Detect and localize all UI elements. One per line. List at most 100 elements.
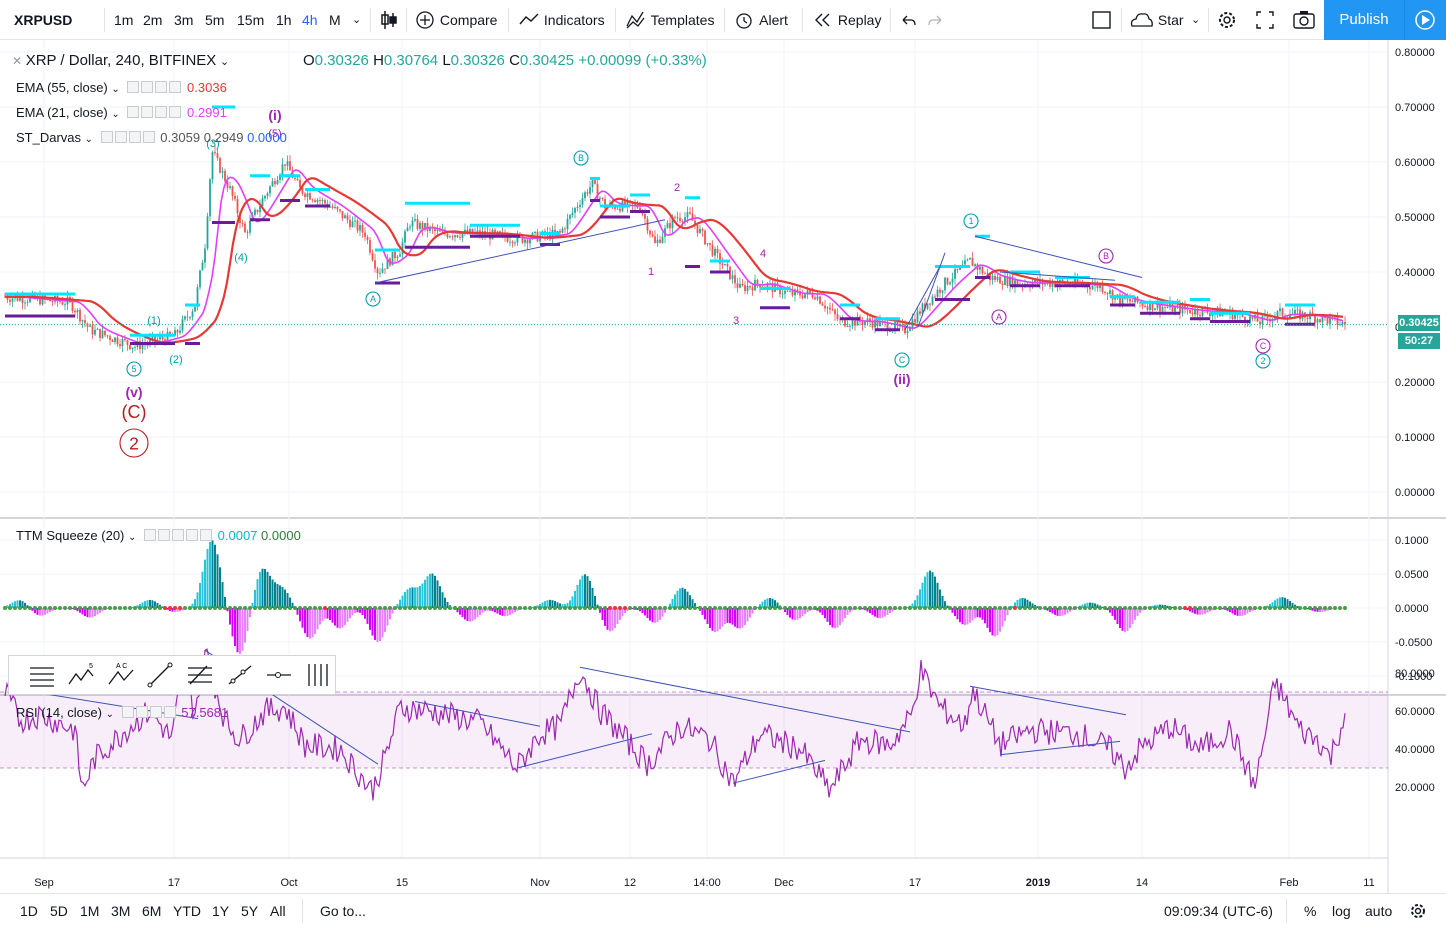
squeeze-dot	[1303, 606, 1307, 610]
range-1m[interactable]: 1M	[80, 903, 100, 919]
ttm-bar	[1041, 608, 1044, 609]
expand-icon[interactable]	[1254, 0, 1276, 40]
templates-button[interactable]: Templates	[625, 0, 714, 40]
ttm-bar	[316, 608, 319, 630]
ema55-legend[interactable]: EMA (55, close) ⌄ 0.3036	[16, 80, 227, 96]
interval-4h[interactable]: 4h	[302, 12, 318, 28]
ray-icon[interactable]	[224, 660, 254, 690]
horizontal-ray-icon[interactable]	[264, 660, 294, 690]
candle-style-icon[interactable]	[380, 0, 398, 40]
chevron-down-icon[interactable]: ⌄	[84, 134, 94, 145]
range-1d[interactable]: 1D	[20, 903, 38, 919]
candle-body	[134, 346, 136, 348]
chevron-down-icon[interactable]: ⌄	[105, 709, 114, 720]
candle-body	[1191, 313, 1194, 315]
elliott-wave-letters-icon[interactable]: A C	[106, 660, 136, 690]
range-6m[interactable]: 6M	[142, 903, 162, 919]
interval-3m[interactable]: 3m	[174, 12, 194, 28]
interval-1h[interactable]: 1h	[276, 12, 292, 28]
candle-body	[141, 344, 144, 350]
indicator-buttons[interactable]	[121, 706, 178, 721]
ttm-bar	[311, 608, 314, 638]
indicators-button[interactable]: Indicators	[518, 0, 605, 40]
chevron-down-icon[interactable]: ⌄	[111, 109, 120, 120]
indicator-buttons[interactable]	[127, 106, 183, 121]
settings-gear-icon[interactable]	[1216, 0, 1238, 40]
symbol-search[interactable]: XRPUSD	[14, 12, 73, 28]
range-3m[interactable]: 3M	[111, 903, 131, 919]
interval-dropdown-icon[interactable]: ⌄	[352, 14, 362, 26]
alert-button[interactable]: Alert	[734, 0, 788, 40]
range-5y[interactable]: 5Y	[241, 903, 259, 919]
chart-area[interactable]: ABC15BAC22(i)(ii)(v)(C)(1)(2)(3)(4)(5)12…	[0, 40, 1446, 893]
divider	[508, 8, 509, 32]
trend-line-icon[interactable]	[145, 660, 175, 690]
ttm-bar	[274, 582, 276, 608]
horizontal-lines-icon[interactable]	[27, 660, 57, 690]
compare-button[interactable]: Compare	[416, 0, 497, 40]
elliott-wave-numbers-icon[interactable]: 5	[66, 660, 96, 690]
range-5d[interactable]: 5D	[50, 903, 68, 919]
publish-button[interactable]: Publish	[1324, 0, 1404, 40]
star-button[interactable]: Star	[1128, 0, 1184, 40]
symbol-legend[interactable]: ✕ XRP / Dollar, 240, BITFINEX ⌄	[12, 52, 229, 69]
chevron-down-icon[interactable]: ⌄	[128, 532, 137, 543]
ema21-legend[interactable]: EMA (21, close) ⌄ 0.2991	[16, 105, 227, 121]
indicator-buttons[interactable]	[127, 81, 183, 96]
interval-month[interactable]: M	[329, 12, 341, 28]
candle-body	[809, 290, 811, 294]
indicator-buttons[interactable]	[100, 131, 157, 146]
chevron-down-icon[interactable]: ⌄	[219, 56, 230, 68]
candle-body	[1211, 313, 1214, 317]
vertical-lines-icon[interactable]	[303, 660, 333, 690]
candle-body	[229, 186, 231, 188]
squeeze-dot	[768, 606, 772, 610]
clock-timezone[interactable]: 09:09:34 (UTC-6)	[1164, 903, 1273, 919]
replay-button[interactable]: Replay	[812, 0, 881, 40]
ttm-bar	[131, 607, 134, 608]
ttm-bar	[229, 608, 231, 625]
candle-body	[69, 296, 71, 300]
candle-body	[854, 319, 856, 326]
candle-body	[534, 231, 536, 234]
settings-gear-icon[interactable]	[1408, 894, 1428, 928]
candle-body	[459, 237, 461, 238]
ttm-bar	[141, 602, 144, 608]
ttm-legend[interactable]: TTM Squeeze (20) ⌄ 0.0007 0.0000	[16, 528, 301, 544]
chevron-down-icon[interactable]: ⌄	[111, 84, 120, 95]
ttm-bar	[431, 573, 434, 608]
auto-toggle[interactable]: auto	[1365, 903, 1393, 919]
candle-body	[1201, 308, 1204, 317]
star-dropdown-icon[interactable]: ⌄	[1191, 14, 1201, 26]
undo-icon[interactable]	[899, 0, 917, 40]
interval-5m[interactable]: 5m	[205, 12, 225, 28]
interval-15m[interactable]: 15m	[237, 12, 265, 28]
fib-retracement-icon[interactable]	[185, 660, 215, 690]
percent-toggle[interactable]: %	[1304, 903, 1317, 919]
log-toggle[interactable]: log	[1332, 903, 1351, 919]
range-1y[interactable]: 1Y	[212, 903, 230, 919]
candle-body	[1121, 295, 1124, 304]
rsi-legend[interactable]: RSI (14, close) ⌄ 57.5681	[16, 705, 228, 721]
goto-button[interactable]: Go to...	[320, 903, 366, 919]
candle-body	[591, 180, 594, 188]
ttm-bar	[419, 585, 421, 608]
range-ytd[interactable]: YTD	[173, 903, 201, 919]
fullscreen-box-icon[interactable]	[1091, 0, 1113, 40]
ttm-bar	[459, 608, 461, 615]
ttm-bar	[969, 608, 971, 623]
play-button[interactable]	[1404, 0, 1446, 40]
darvas-legend[interactable]: ST_Darvas ⌄ 0.3059 0.2949 0.0000	[16, 130, 287, 146]
interval-2m[interactable]: 2m	[143, 12, 163, 28]
interval-1m[interactable]: 1m	[114, 12, 134, 28]
collapse-icon[interactable]: ✕	[12, 54, 23, 68]
candle-body	[786, 290, 789, 292]
squeeze-dot	[373, 606, 377, 610]
candle-body	[1311, 312, 1314, 316]
range-all[interactable]: All	[270, 903, 286, 919]
indicator-buttons[interactable]	[144, 529, 214, 544]
camera-icon[interactable]	[1292, 0, 1316, 40]
redo-icon[interactable]	[927, 0, 945, 40]
squeeze-dot	[158, 606, 162, 610]
squeeze-dot	[1158, 606, 1162, 610]
